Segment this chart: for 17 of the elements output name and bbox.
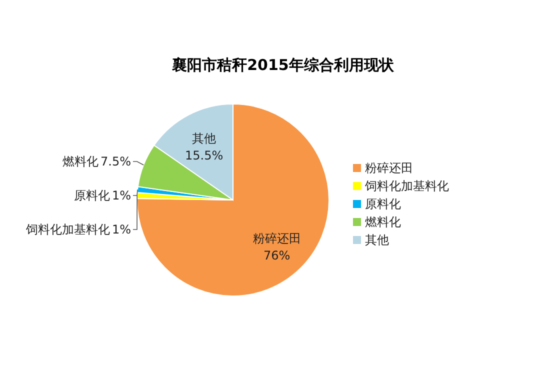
chart-title: 襄阳市秸秆2015年综合利用现状 [171,56,395,74]
legend-label: 饲料化加基料化 [364,179,449,193]
pie-slice [136,104,330,296]
legend-label: 其他 [365,233,389,247]
data-label: 15.5% [185,148,224,163]
slice-label: 其他 [192,132,216,146]
slice-label: 饲料化加基料化 [24,222,110,236]
slice-label: 粉碎还田 [252,231,301,246]
data-label: 1% [112,188,131,202]
legend-label: 原料化 [365,197,401,211]
slice-label: 原料化 [74,188,110,202]
legend-label: 燃料化 [365,215,401,229]
data-label: 7.5% [100,154,131,168]
slice-label: 燃料化 [62,154,98,168]
data-label: 76% [263,248,290,262]
legend-label: 粉碎还田 [365,161,413,175]
data-label: 1% [112,222,131,236]
